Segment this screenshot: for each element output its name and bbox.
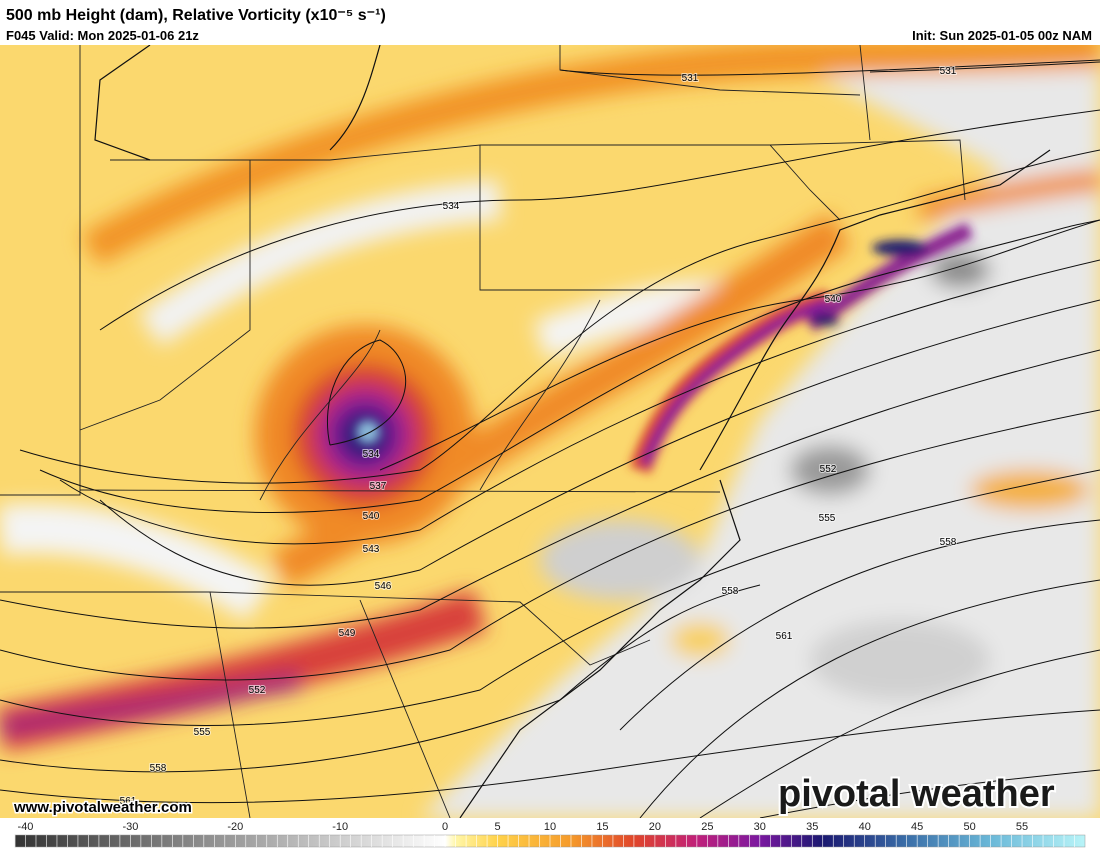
contour-label: 531 xyxy=(940,66,957,77)
contour-line xyxy=(0,709,1100,804)
colorbar-tick-label: 45 xyxy=(911,821,923,833)
colorbar-tick-label: 50 xyxy=(963,821,975,833)
contour-line xyxy=(0,584,761,773)
contour-label: 561 xyxy=(776,631,793,642)
colorbar: -40 -30 -20 -10 0 5 10 15 20 25 30 35 40 45 50 55 xyxy=(14,821,1086,848)
contour-label: 540 xyxy=(363,511,380,522)
contour-line xyxy=(619,519,1100,731)
contour-line xyxy=(19,149,1100,484)
colorbar-tick-label: 0 xyxy=(442,821,448,833)
contour-label: 552 xyxy=(249,685,266,696)
contour-line xyxy=(759,769,1100,818)
colorbar-tick-label: 35 xyxy=(806,821,818,833)
contour-line xyxy=(0,409,1100,681)
website: www.pivotalweather.com xyxy=(13,799,192,816)
contour-label: 558 xyxy=(940,537,957,548)
contour-line xyxy=(699,649,1100,818)
contour-line xyxy=(379,219,1100,471)
colorbar-tick-label: 30 xyxy=(754,821,766,833)
contour-label: 534 xyxy=(363,449,380,460)
colorbar-tick-label: -20 xyxy=(227,821,243,833)
colorbar-tick-label: 5 xyxy=(494,821,500,833)
logo: pivotal weather xyxy=(778,773,1055,815)
contour-line xyxy=(639,579,1100,818)
contour-line xyxy=(0,469,1100,726)
contour-label: 531 xyxy=(682,73,699,84)
contour-label: 558 xyxy=(722,586,739,597)
contour-line xyxy=(59,259,1100,545)
colorbar-tick-label: 10 xyxy=(544,821,556,833)
contour-label: 540 xyxy=(825,294,842,305)
title: 500 mb Height (dam), Relative Vorticity … xyxy=(6,7,386,24)
contour-line xyxy=(99,299,1100,586)
contour-line xyxy=(559,59,1100,76)
coastline xyxy=(94,45,1051,818)
contour-line xyxy=(869,61,1100,73)
borders xyxy=(0,45,966,818)
height-contours xyxy=(0,59,1100,818)
contour-line xyxy=(39,219,1100,513)
colorbar-tick-label: -10 xyxy=(332,821,348,833)
valid-time: F045 Valid: Mon 2025-01-06 21z xyxy=(6,28,199,43)
contour-label: 537 xyxy=(370,481,387,492)
contour-label: 555 xyxy=(194,727,211,738)
vorticity-maxima xyxy=(356,222,974,474)
init-time: Init: Sun 2025-01-05 00z NAM xyxy=(912,28,1092,43)
colorbar-tick-label: 55 xyxy=(1016,821,1028,833)
colorbar-tick-label: 25 xyxy=(701,821,713,833)
contour-label: 552 xyxy=(820,464,837,475)
colorbar-tick-label: -30 xyxy=(122,821,138,833)
contour-label: 549 xyxy=(339,628,356,639)
colorbar-tick-label: -40 xyxy=(18,821,34,833)
contour-label: 534 xyxy=(443,201,460,212)
contour-line xyxy=(326,339,407,446)
map: 531 531 534 540 534 537 540 543 546 549 552 555 558 5… xyxy=(0,45,1100,818)
contour-line xyxy=(99,109,1100,331)
colorbar-tick-label: 20 xyxy=(649,821,661,833)
contour-label: 558 xyxy=(150,763,167,774)
contour-label: 555 xyxy=(819,513,836,524)
colorbar-tick-label: 15 xyxy=(596,821,608,833)
colorbar-tick-label: 40 xyxy=(859,821,871,833)
contour-labels: 531 531 534 540 534 537 540 543 546 549 552 555 558 5… xyxy=(119,65,958,808)
contour-label: 543 xyxy=(363,544,380,555)
contour-label: 561 xyxy=(120,796,137,807)
contour-line xyxy=(0,349,1100,629)
contour-label: 546 xyxy=(375,581,392,592)
